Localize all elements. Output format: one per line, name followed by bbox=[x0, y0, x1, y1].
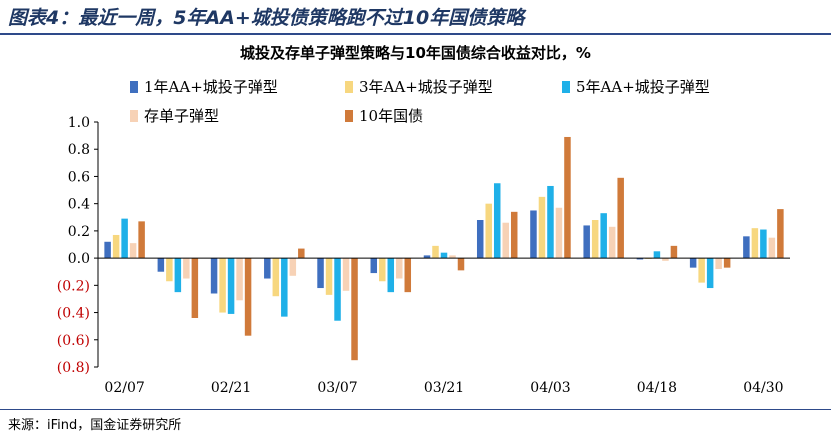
bar bbox=[591, 220, 599, 259]
y-tick-label: 0.6 bbox=[68, 169, 90, 185]
bar bbox=[289, 258, 297, 276]
bar bbox=[583, 225, 590, 259]
bar bbox=[449, 255, 456, 259]
y-tick-label: 0.2 bbox=[68, 224, 90, 240]
bar bbox=[493, 183, 501, 259]
bar bbox=[104, 241, 111, 259]
x-tick-label: 02/21 bbox=[211, 380, 251, 396]
y-tick-label: 1.0 bbox=[68, 115, 90, 131]
bar bbox=[219, 258, 226, 313]
legend-label: 10年国债 bbox=[359, 107, 423, 125]
bar bbox=[485, 203, 492, 259]
legend-swatch bbox=[130, 81, 138, 93]
legend-label: 1年AA+城投子弹型 bbox=[144, 78, 278, 96]
bar bbox=[264, 258, 271, 279]
bar bbox=[502, 222, 509, 259]
x-tick-label: 04/30 bbox=[743, 380, 783, 396]
bar bbox=[334, 258, 341, 321]
y-tick-label: 0.4 bbox=[68, 197, 90, 213]
bar bbox=[777, 209, 784, 259]
bar bbox=[715, 258, 722, 269]
legend-swatch bbox=[130, 110, 138, 122]
bar bbox=[457, 258, 465, 271]
bar bbox=[564, 136, 571, 259]
bar bbox=[121, 218, 128, 259]
y-tick-label: 0.0 bbox=[68, 251, 90, 267]
bar bbox=[166, 258, 173, 282]
bar bbox=[600, 213, 607, 259]
bar bbox=[617, 177, 624, 259]
bar bbox=[760, 229, 767, 259]
y-tick-label: (0.6) bbox=[57, 333, 90, 349]
x-tick-label: 03/21 bbox=[424, 380, 464, 396]
bar bbox=[530, 210, 537, 259]
y-tick-label: (0.2) bbox=[57, 278, 90, 294]
legend-swatch bbox=[345, 81, 353, 93]
bar bbox=[227, 258, 235, 314]
title-rule bbox=[0, 33, 831, 35]
legend-label: 3年AA+城投子弹型 bbox=[359, 78, 493, 96]
bar bbox=[723, 258, 731, 268]
bar bbox=[751, 228, 759, 259]
bar bbox=[244, 258, 252, 336]
legend-label: 存单子弹型 bbox=[144, 107, 219, 125]
x-tick-label: 03/07 bbox=[317, 380, 357, 396]
y-tick-label: (0.8) bbox=[57, 360, 90, 376]
bar bbox=[370, 258, 378, 274]
bar bbox=[325, 258, 333, 295]
bar bbox=[387, 258, 395, 293]
bar bbox=[210, 258, 218, 294]
source-note: 来源：iFind，国金证券研究所 bbox=[8, 418, 182, 433]
bar bbox=[281, 258, 288, 317]
x-tick-label: 02/07 bbox=[104, 380, 144, 396]
bar bbox=[129, 243, 137, 259]
bar bbox=[342, 258, 350, 291]
bar bbox=[670, 245, 678, 259]
bar bbox=[174, 258, 182, 293]
bar bbox=[476, 220, 484, 259]
bar bbox=[698, 258, 705, 283]
bar bbox=[636, 258, 644, 260]
bar bbox=[662, 258, 669, 261]
x-tick-label: 04/03 bbox=[530, 380, 570, 396]
bar bbox=[183, 258, 190, 279]
y-tick-label: (0.4) bbox=[57, 306, 90, 322]
bar bbox=[236, 258, 243, 301]
bar bbox=[396, 258, 403, 279]
bar bbox=[272, 258, 280, 297]
bar bbox=[608, 226, 616, 259]
legend-label: 5年AA+城投子弹型 bbox=[576, 78, 710, 96]
bar bbox=[689, 258, 697, 268]
bar bbox=[191, 258, 199, 318]
bar bbox=[743, 236, 750, 259]
bar bbox=[547, 185, 554, 259]
x-tick-label: 04/18 bbox=[637, 380, 677, 396]
bar bbox=[440, 252, 448, 259]
figure-title: 图表4：最近一周，5年AA+城投债策略跑不过10年国债策略 bbox=[8, 7, 525, 29]
bar bbox=[432, 245, 439, 259]
bar bbox=[706, 258, 714, 289]
bar bbox=[138, 221, 145, 259]
bar bbox=[423, 255, 431, 259]
bar bbox=[768, 237, 776, 259]
chart-title: 城投及存单子弹型策略与10年国债综合收益对比，% bbox=[240, 44, 591, 62]
legend-swatch bbox=[562, 81, 570, 93]
legend-swatch bbox=[345, 110, 353, 122]
bar bbox=[351, 258, 358, 361]
bar bbox=[404, 258, 412, 293]
bar bbox=[555, 207, 563, 259]
bar bbox=[653, 251, 661, 259]
bar bbox=[510, 211, 518, 259]
bar bbox=[157, 258, 165, 272]
bar bbox=[112, 234, 120, 259]
bar bbox=[317, 258, 324, 289]
bar bbox=[379, 258, 386, 282]
bar bbox=[538, 196, 546, 259]
bottom-rule bbox=[0, 409, 831, 410]
bar bbox=[298, 248, 305, 259]
y-tick-label: 0.8 bbox=[68, 142, 90, 158]
